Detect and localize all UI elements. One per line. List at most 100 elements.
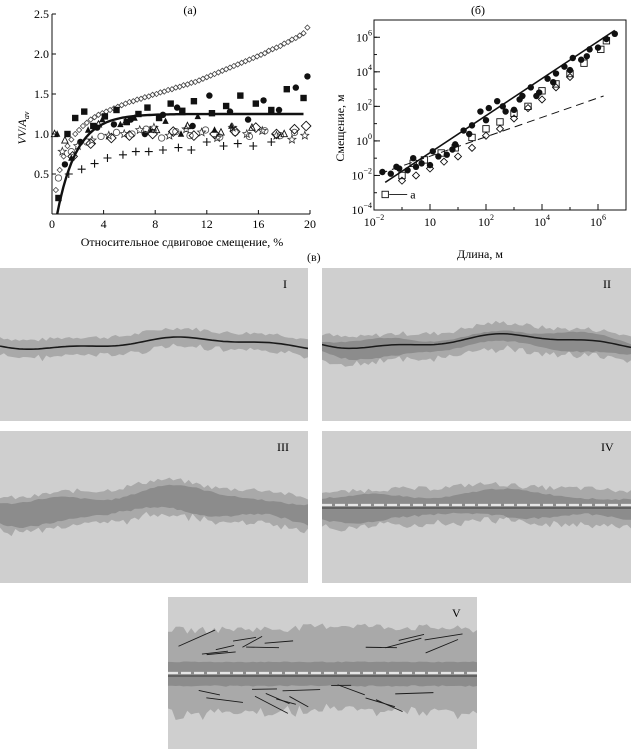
chart-b-x-tick-label: 104 (534, 213, 550, 229)
chart-b-annotation: a (389, 187, 416, 201)
chart-a-point-triangles_open (50, 129, 59, 138)
chart-a-point-triangles_open (183, 121, 192, 130)
chart-a-point-crosses (219, 142, 228, 150)
chart-a-point-diamonds_open_small (277, 42, 284, 50)
chart-b-point-filled_circles (516, 96, 523, 103)
chart-a-point-triangles_filled (53, 130, 61, 137)
chart-b-y-tick-label: 106 (356, 28, 372, 44)
panel-V-fracture (365, 697, 395, 708)
chart-b-point-open_squares (451, 144, 459, 152)
chart-a-point-stars_open (196, 127, 207, 137)
chart-a-point-circles_filled (244, 116, 252, 123)
chart-a-point-diamonds_open_large (85, 138, 97, 150)
chart-b-y-tick-label: 104 (356, 63, 372, 79)
chart-a-x-tick-label: 20 (304, 217, 316, 231)
chart-a-x-tick-label: 4 (101, 217, 107, 231)
panel-V-fracture (282, 689, 321, 692)
chart-a-x-tick-label: 0 (49, 217, 55, 231)
panel-V-fracture (424, 633, 463, 641)
chart-b-point-open_diamonds (467, 143, 477, 152)
chart-b-annotation-text: a (410, 187, 416, 201)
chart-a-point-diamonds_open_small (87, 116, 94, 123)
chart-a-x-tick-label: 12 (201, 217, 213, 231)
chart-b-point-open_squares (566, 69, 574, 78)
panel-III-numeral: III (277, 440, 289, 454)
chart-b-ylabel: Смещение, м (333, 94, 347, 162)
chart-a-point-crosses (131, 147, 140, 156)
chart-b-point-filled_circles (552, 70, 560, 77)
chart-a-point-triangles_open (121, 117, 130, 126)
chart-b-point-open_squares (510, 109, 518, 117)
chart-a-point-diamonds_open_large (229, 126, 241, 138)
panel-II: II (322, 268, 631, 421)
chart-a-point-circles_open (276, 131, 284, 140)
chart-a-point-diamonds_open_small (75, 126, 83, 134)
chart-a-point-stars_open (134, 124, 145, 135)
chart-b-point-open_squares (597, 45, 605, 54)
chart-a-point-stars_open (212, 132, 223, 143)
chart-b-point-filled_circles (502, 108, 509, 115)
chart-a-point-squares_filled (190, 98, 198, 105)
chart-a-point-circles_filled (110, 121, 118, 128)
panel-V-gouge (168, 661, 477, 687)
chart-a-point-triangles_open (280, 129, 289, 138)
chart-b-point-open_diamonds (551, 83, 561, 92)
chart-a-point-squares_filled (222, 102, 230, 110)
chart-a-point-squares_filled (167, 100, 174, 107)
chart-a-point-diamonds_open_large (105, 132, 117, 144)
chart-a-point-circles_open (186, 131, 194, 140)
chart-a-point-squares_filled (179, 107, 186, 114)
chart-a-point-stars_open (164, 130, 175, 140)
chart-b-x-tick-label: 106 (590, 213, 606, 229)
chart-a-point-circles_open (290, 128, 299, 137)
panel-v-label: (в) (307, 250, 321, 264)
panel-IV-zone (322, 482, 631, 532)
chart-a-point-stars_open (181, 123, 192, 134)
chart-a-point-crosses (202, 138, 211, 146)
panel-V-fracture (198, 689, 220, 696)
chart-b-point-filled_circles (477, 108, 484, 115)
chart-a-point-circles_open (97, 132, 105, 141)
chart-a-point-squares_filled (113, 106, 120, 114)
chart-b-y-tick-label: 10−4 (351, 201, 372, 217)
chart-a-point-squares_filled (90, 122, 97, 130)
panel-V-fracture (232, 636, 257, 642)
chart-a-point-diamonds_open_small (91, 114, 98, 121)
chart-b-point-open_squares (580, 59, 588, 67)
panel-V-fracture (425, 639, 459, 654)
chart-a-point-diamonds_open_small (64, 142, 71, 150)
chart-a-x-tick-label: 8 (152, 217, 158, 231)
chart-a-point-crosses (158, 146, 167, 154)
chart-a-point-crosses (118, 150, 127, 159)
panel-I-breccia (0, 327, 308, 362)
chart-a-point-crosses (90, 159, 99, 168)
chart-a-ylabel-main: VV (15, 128, 29, 144)
panel-IV-numeral: IV (601, 440, 614, 454)
chart-a-point-circles_open (157, 134, 166, 142)
panel-V-fracture (246, 646, 280, 649)
chart-b-point-filled_circles (443, 151, 450, 158)
chart-a-point-diamonds_open_large (300, 120, 312, 132)
panel-V-fracture (276, 698, 296, 705)
chart-a-ylabel-sub: av (22, 111, 31, 119)
panel-IV-gouge (322, 488, 631, 524)
chart-a-point-triangles_open (217, 127, 225, 136)
chart-b-point-open_diamonds (397, 176, 407, 185)
panel-I: I (0, 268, 308, 421)
panel-V-fracture (254, 695, 289, 714)
chart-a-point-circles_open (201, 126, 210, 134)
chart-a-point-diamonds_open_small (296, 32, 303, 39)
chart-a-point-squares_filled (283, 86, 290, 93)
chart-b: (б) 10−2 10 102 104 10610−410−2100102104106 … (333, 3, 627, 261)
chart-a-point-diamonds_open_small (56, 166, 63, 174)
chart-a-point-stars_open (299, 130, 310, 140)
chart-b-point-open_diamonds (425, 164, 435, 173)
chart-a-point-triangles_filled (99, 115, 106, 123)
panel-II-zone (322, 320, 631, 367)
chart-a-point-circles_filled (173, 104, 181, 111)
panel-V-fracture (398, 633, 425, 641)
chart-a-point-diamonds_open_small (79, 122, 87, 130)
chart-b-point-filled_circles (494, 97, 501, 105)
